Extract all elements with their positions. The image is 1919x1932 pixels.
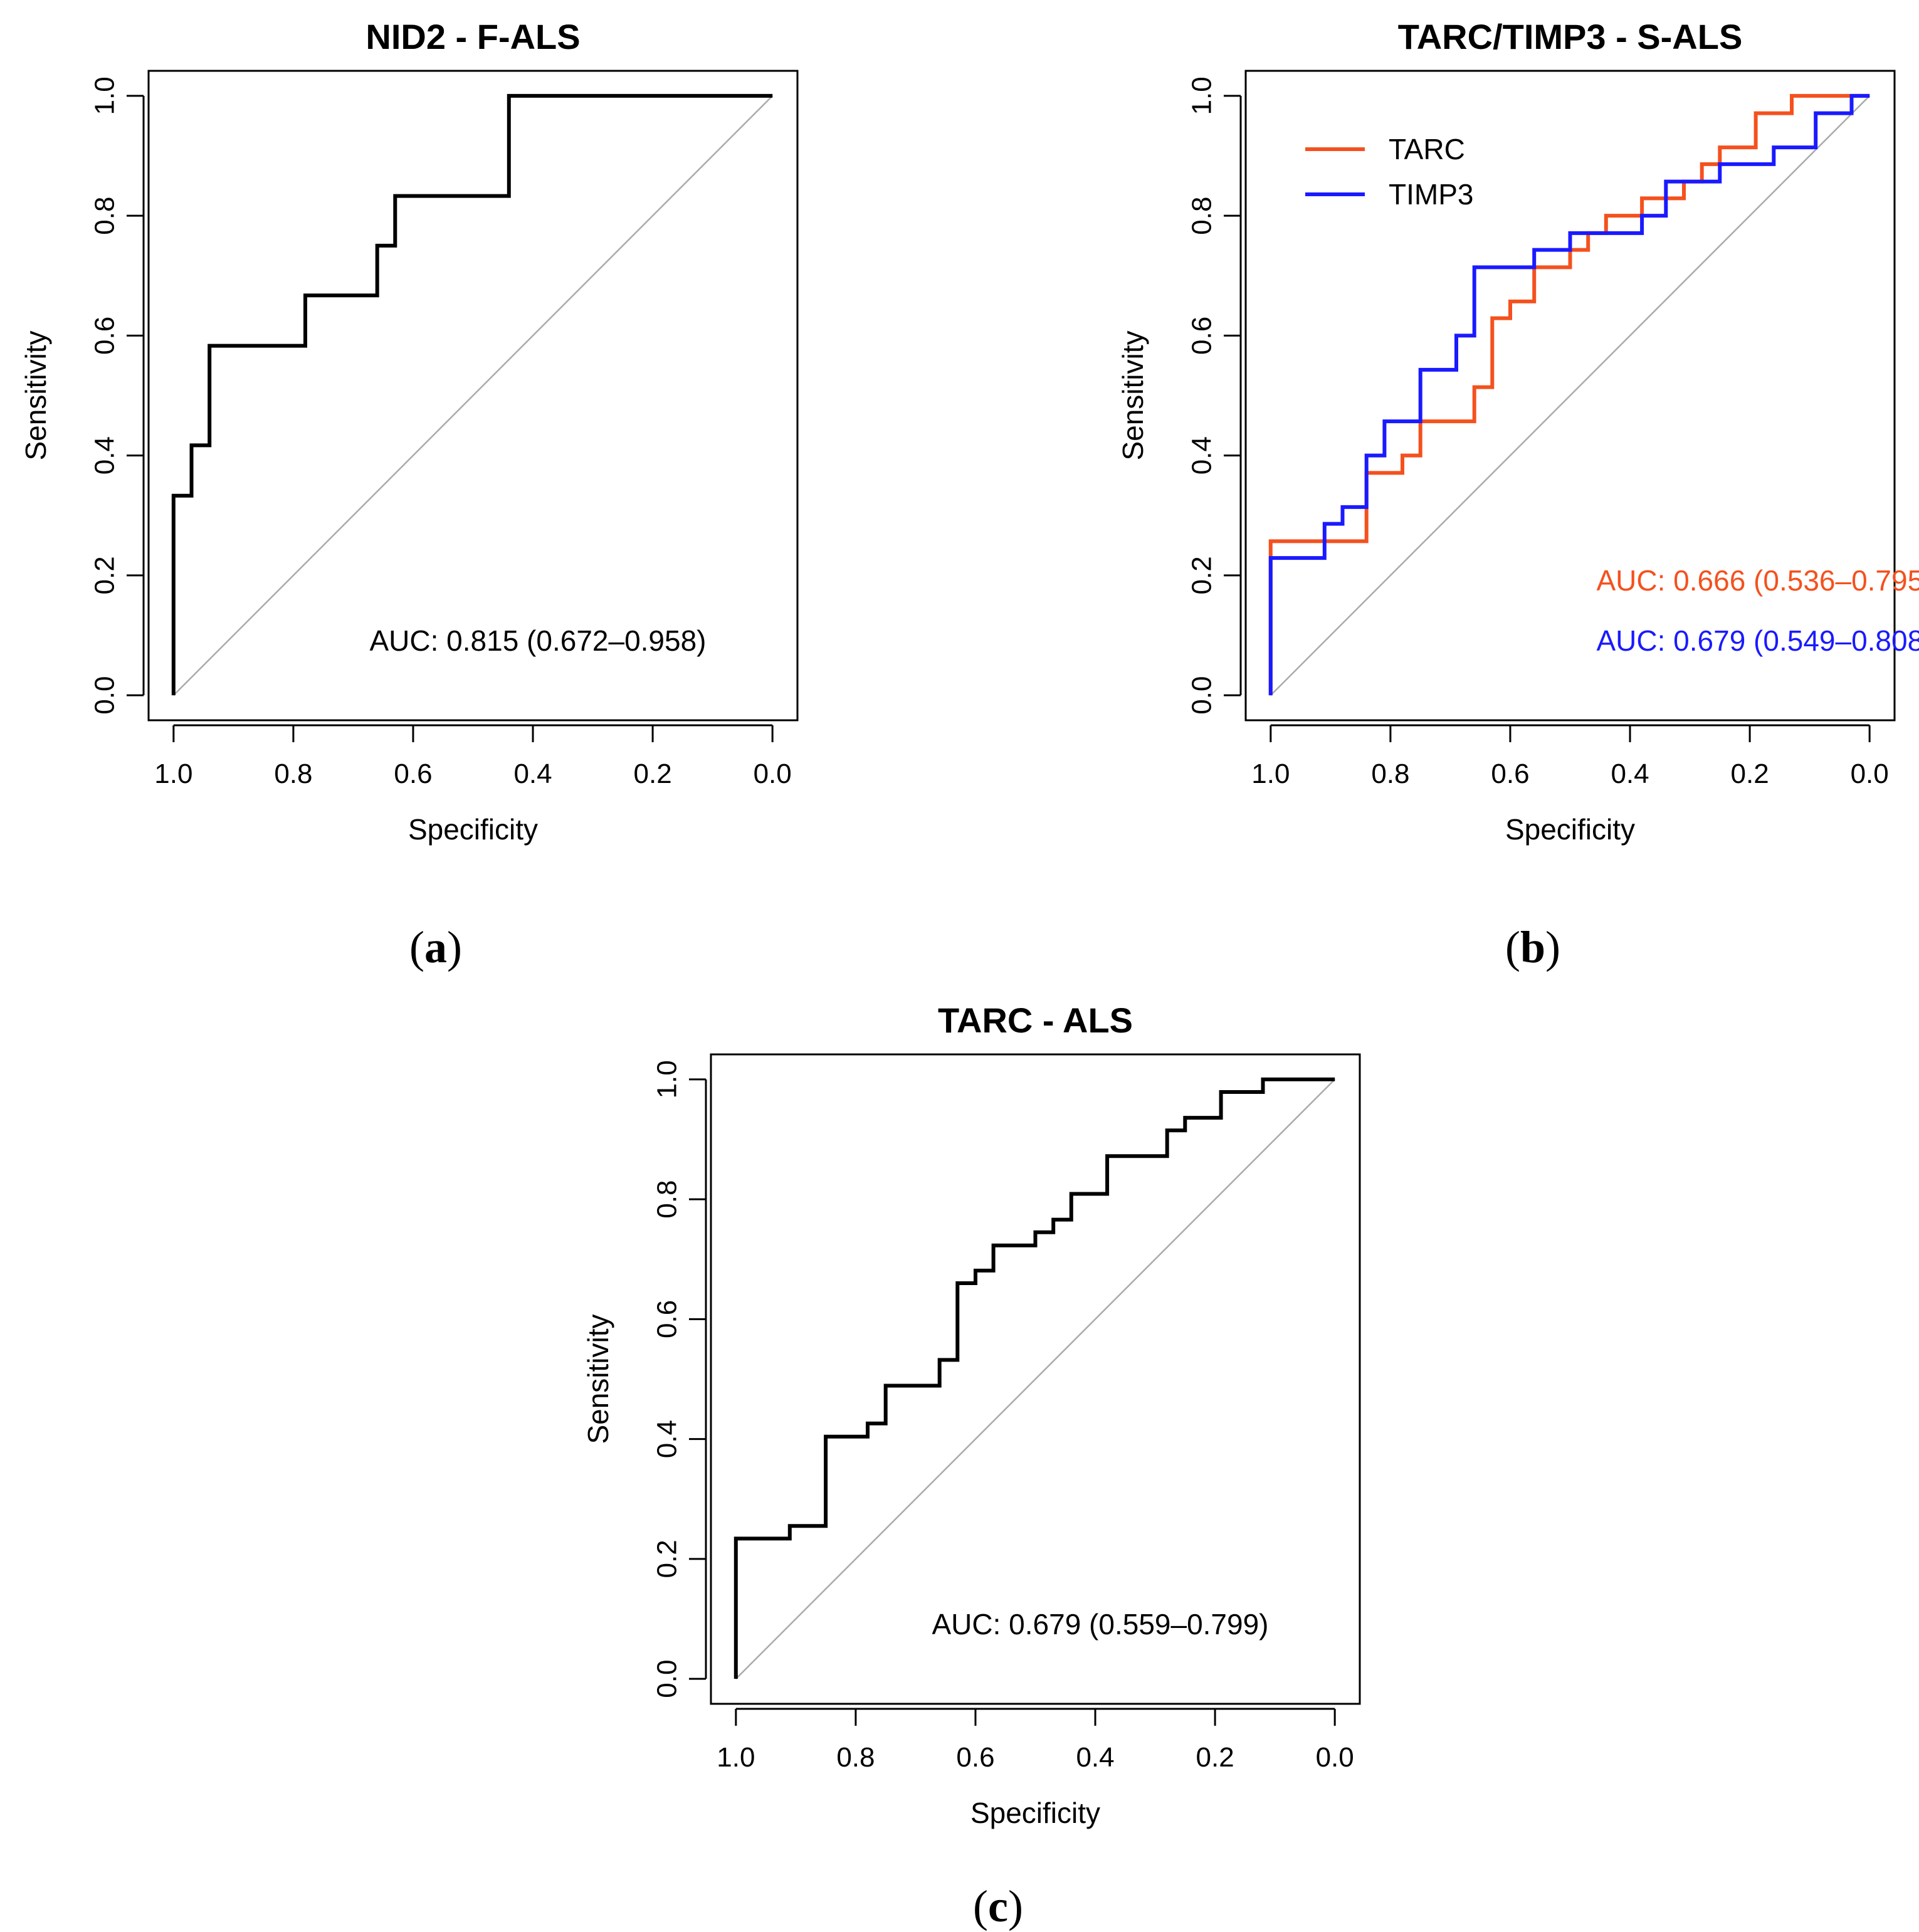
auc-label-tarc: AUC: 0.679 (0.559–0.799) <box>932 1608 1268 1641</box>
x-tick-label: 1.0 <box>1251 759 1290 789</box>
y-tick-label: 0.8 <box>652 1180 683 1219</box>
y-axis-title: Sensitivity <box>582 1314 614 1444</box>
x-tick-label: 0.2 <box>1196 1742 1234 1773</box>
legend-label-tarc: TARC <box>1389 133 1465 165</box>
plot-frame <box>710 1053 1361 1705</box>
x-tick-label: 0.6 <box>956 1742 994 1773</box>
auc-label-tarc: AUC: 0.666 (0.536–0.795) <box>1596 564 1919 597</box>
y-tick-label: 0.6 <box>90 317 120 355</box>
auc-label-nid2: AUC: 0.815 (0.672–0.958) <box>369 624 706 657</box>
panel-c-chart: TARC - ALS 1.0 0.8 0.6 0.4 0.2 0.0 Specificity 0… <box>582 1000 1361 1829</box>
chart-title: NID2 - F-ALS <box>365 17 580 56</box>
x-tick-label: 1.0 <box>717 1742 755 1773</box>
panel-label-c-letter: c <box>988 1881 1008 1931</box>
y-tick-label: 0.0 <box>1187 676 1217 715</box>
x-tick-label: 0.0 <box>754 759 792 789</box>
y-tick-label: 1.0 <box>652 1060 683 1098</box>
legend-label-timp3: TIMP3 <box>1389 178 1473 211</box>
reference-diagonal <box>1270 95 1871 696</box>
panel-label-a-letter: a <box>424 922 447 972</box>
y-tick-label: 0.6 <box>1187 317 1217 355</box>
panel-label-c: (c) <box>973 1881 1023 1931</box>
y-tick-label: 0.4 <box>1187 436 1217 475</box>
panel-label-b-letter: b <box>1520 922 1545 972</box>
x-tick-label: 0.4 <box>513 759 552 789</box>
plot-frame <box>147 70 799 722</box>
y-tick-label: 0.2 <box>1187 556 1217 594</box>
x-tick-label: 1.0 <box>154 759 192 789</box>
x-axis-title: Specificity <box>970 1797 1100 1829</box>
panel-a-chart: NID2 - F-ALS 1.0 0.8 0.6 0.4 0.2 0.0 Specificit… <box>19 17 799 846</box>
x-tick-label: 0.0 <box>1851 759 1889 789</box>
y-tick-label: 1.0 <box>90 76 120 115</box>
x-tick-label: 0.8 <box>274 759 312 789</box>
panel-label-a: (a) <box>409 922 462 972</box>
panel-label-b: (b) <box>1505 922 1560 972</box>
y-tick-label: 0.0 <box>90 676 120 715</box>
auc-label-timp3: AUC: 0.679 (0.549–0.808) <box>1596 624 1919 657</box>
x-tick-label: 0.2 <box>1731 759 1769 789</box>
y-tick-label: 0.6 <box>652 1300 683 1338</box>
x-tick-label: 0.6 <box>394 759 432 789</box>
y-tick-label: 1.0 <box>1187 76 1217 115</box>
y-tick-label: 0.8 <box>1187 197 1217 235</box>
x-tick-label: 0.0 <box>1316 1742 1354 1773</box>
x-tick-label: 0.4 <box>1611 759 1649 789</box>
y-tick-label: 0.8 <box>90 197 120 235</box>
roc-curve-nid2 <box>171 93 773 696</box>
chart-title: TARC - ALS <box>938 1000 1133 1040</box>
roc-curve-tarc <box>1268 93 1870 696</box>
y-tick-label: 0.4 <box>90 436 120 475</box>
x-tick-label: 0.2 <box>634 759 672 789</box>
roc-curve-timp3 <box>1268 93 1870 696</box>
x-axis-title: Specificity <box>408 813 538 846</box>
roc-curve-tarc <box>733 1077 1335 1679</box>
y-tick-label: 0.4 <box>652 1420 683 1458</box>
reference-diagonal <box>735 1079 1336 1679</box>
y-axis-title: Sensitivity <box>19 330 52 460</box>
x-tick-label: 0.8 <box>1371 759 1409 789</box>
chart-title: TARC/TIMP3 - S-ALS <box>1398 17 1743 56</box>
x-axis-title: Specificity <box>1505 813 1635 846</box>
x-tick-label: 0.4 <box>1076 1742 1114 1773</box>
y-tick-label: 0.2 <box>90 556 120 594</box>
panel-b-chart: TARC/TIMP3 - S-ALS 1.0 0.8 0.6 0.4 0.2 0.0 Spec… <box>1117 17 1919 846</box>
plot-frame <box>1244 70 1896 722</box>
y-axis-title: Sensitivity <box>1117 330 1149 460</box>
x-tick-label: 0.8 <box>836 1742 875 1773</box>
x-tick-label: 0.6 <box>1491 759 1529 789</box>
y-tick-label: 0.2 <box>652 1540 683 1578</box>
y-tick-label: 0.0 <box>652 1660 683 1698</box>
reference-diagonal <box>172 95 774 696</box>
